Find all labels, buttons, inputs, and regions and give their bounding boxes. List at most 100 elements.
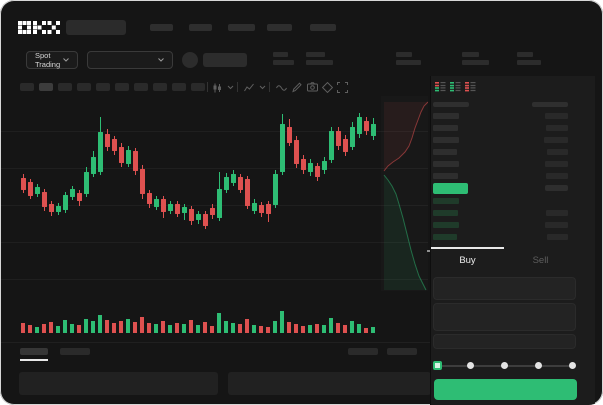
ask-price[interactable] [433,149,457,155]
stat-value [517,60,541,65]
nav-item[interactable] [310,24,336,31]
active-tab-underline [20,359,48,361]
slider-stop[interactable] [501,362,508,369]
candle-body [272,174,278,205]
tab-buy[interactable]: Buy [431,247,504,271]
candlestick-chart[interactable] [0,96,433,341]
last-price-badge[interactable] [433,183,468,194]
ask-price[interactable] [433,173,458,179]
ask-amount [546,173,568,179]
avatar[interactable] [182,52,198,68]
buy-submit-button[interactable] [434,379,577,400]
slider-stop[interactable] [467,362,475,369]
volume-bar [182,324,186,333]
nav-item[interactable] [267,24,292,31]
candle-body [34,187,40,194]
book-view-asks-icon[interactable] [465,81,476,92]
okx-logo[interactable] [18,21,60,34]
candle-body [342,139,348,152]
bid-price[interactable] [433,222,459,228]
nav-item[interactable] [189,24,212,31]
volume-bar [28,325,32,333]
candle-body [307,163,313,172]
chevron-down-icon[interactable] [259,85,266,90]
draw-pencil-icon[interactable] [291,81,302,93]
volume-bar [112,323,116,333]
volume-bar [119,321,123,333]
slider-handle[interactable] [433,361,442,370]
interval-button[interactable] [20,83,34,91]
interval-button[interactable] [134,83,148,91]
bid-price[interactable] [433,210,458,216]
candle-body [153,199,159,207]
book-view-bids-icon[interactable] [450,81,461,92]
interval-button[interactable] [96,83,110,91]
candle-body [48,204,54,212]
candle-body [174,204,180,214]
total-input[interactable] [433,334,576,349]
candle-body [20,178,26,190]
candle-body [258,205,264,213]
volume-bar [70,324,74,333]
market-header: Spot Trading [0,44,603,76]
account-action-button[interactable] [203,53,247,67]
book-view-combined-icon[interactable] [435,81,446,92]
ask-price[interactable] [433,137,459,143]
candle-body [69,189,75,197]
gridline [0,168,428,169]
volume-bar [294,324,298,333]
price-input[interactable] [433,277,576,300]
bottom-tab[interactable] [60,348,90,355]
diamond-icon[interactable] [321,81,333,93]
nav-item[interactable] [228,24,255,31]
camera-icon[interactable] [306,81,318,93]
stat-value [273,60,294,65]
nav-item[interactable] [150,24,173,31]
pair-select[interactable] [87,51,173,69]
amount-input[interactable] [433,303,576,331]
candle-body [279,124,285,172]
candle-body [314,166,320,177]
volume-bar [21,323,25,333]
volume-bar [42,324,46,333]
volume-bar [210,326,214,333]
bottom-action[interactable] [348,348,378,355]
bid-price[interactable] [433,234,457,240]
bottom-action[interactable] [387,348,417,355]
interval-button[interactable] [172,83,186,91]
slider-stop[interactable] [534,362,542,369]
orders-panel-left[interactable] [19,372,218,395]
interval-button[interactable] [153,83,167,91]
candle-style-icon[interactable] [211,82,222,93]
indicators-icon[interactable] [243,82,254,93]
candle-body [139,169,145,194]
book-col-header-amount [532,102,568,107]
ask-price[interactable] [433,161,459,167]
interval-button[interactable] [77,83,91,91]
ask-price[interactable] [433,125,458,131]
volume-bar [98,315,102,333]
volume-bar [280,311,284,333]
ask-price[interactable] [433,113,459,119]
wave-line-icon[interactable] [275,82,287,93]
interval-button[interactable] [39,83,53,91]
slider-stop[interactable] [568,362,576,369]
bottom-tab[interactable] [20,348,48,355]
order-book-panel: Buy Sell [431,76,595,405]
candle-body [160,199,166,212]
orders-panel-right[interactable] [228,372,431,395]
search-input[interactable] [66,20,126,35]
volume-bar [322,325,326,333]
tab-sell[interactable]: Sell [504,247,577,271]
chevron-down-icon[interactable] [227,85,234,90]
interval-button[interactable] [58,83,72,91]
market-type-select[interactable]: Spot Trading [26,51,78,69]
candle-body [370,124,376,136]
interval-button[interactable] [191,83,205,91]
bid-price[interactable] [433,198,459,204]
candle-body [62,195,68,210]
interval-button[interactable] [115,83,129,91]
amount-slider[interactable] [433,359,576,373]
fullscreen-expand-icon[interactable] [336,81,348,93]
